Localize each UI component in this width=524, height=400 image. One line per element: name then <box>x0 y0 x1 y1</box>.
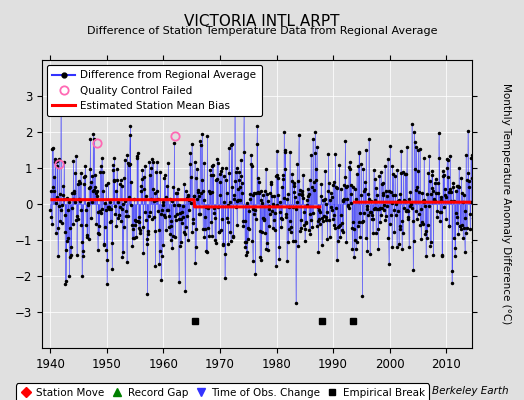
Text: VICTORIA INTL ARPT: VICTORIA INTL ARPT <box>184 14 340 29</box>
Text: Monthly Temperature Anomaly Difference (°C): Monthly Temperature Anomaly Difference (… <box>500 83 511 325</box>
Text: Berkeley Earth: Berkeley Earth <box>432 386 508 396</box>
Text: Difference of Station Temperature Data from Regional Average: Difference of Station Temperature Data f… <box>87 26 437 36</box>
Legend: Station Move, Record Gap, Time of Obs. Change, Empirical Break: Station Move, Record Gap, Time of Obs. C… <box>16 384 429 400</box>
